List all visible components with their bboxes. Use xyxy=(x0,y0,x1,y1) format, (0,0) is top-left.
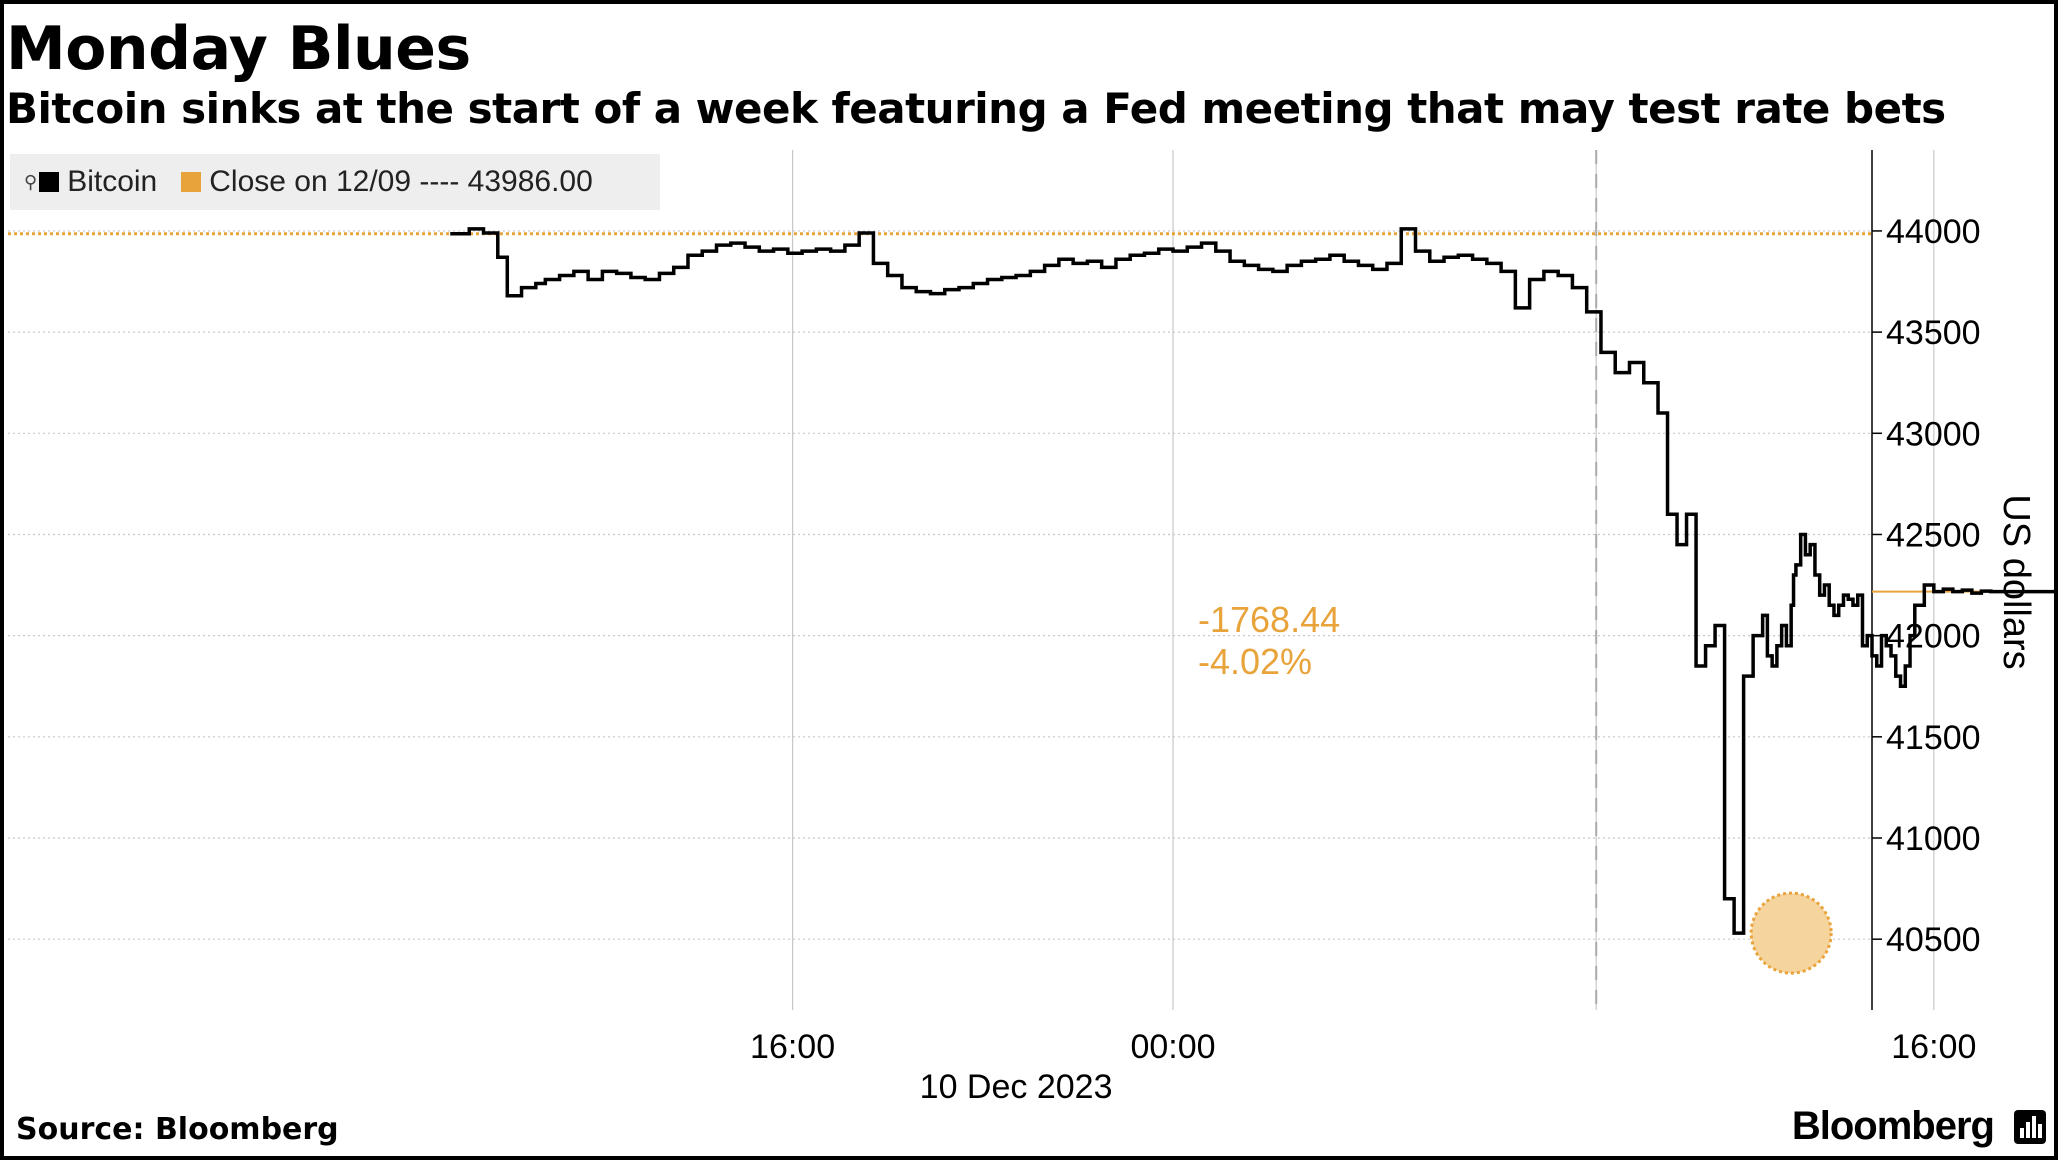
page-title: Monday Blues xyxy=(6,14,471,84)
y-tick-label: 43500 xyxy=(1886,314,1981,352)
page-subtitle: Bitcoin sinks at the start of a week fea… xyxy=(6,84,1946,133)
x-tick-label: 00:00 xyxy=(1130,1028,1215,1066)
legend: ⚲ Bitcoin Close on 12/09 ---- 43986.00 xyxy=(10,154,660,210)
y-tick-label: 42500 xyxy=(1886,516,1981,554)
bitcoin-series-line xyxy=(450,227,2058,935)
legend-close-label[interactable]: Close on 12/09 ---- 43986.00 xyxy=(209,165,593,198)
bloomberg-chart-icon xyxy=(2014,1110,2046,1144)
y-tick-label: 41000 xyxy=(1886,820,1981,858)
y-tick-label: 42000 xyxy=(1886,618,1981,656)
x-tick-label: 16:00 xyxy=(750,1028,835,1066)
y-tick-label: 44000 xyxy=(1886,213,1981,251)
pin-icon[interactable]: ⚲ xyxy=(24,171,38,192)
close-swatch xyxy=(181,172,202,192)
pct-annotation: -4.02% xyxy=(1198,641,1312,682)
y-tick-label: 40500 xyxy=(1886,921,1981,959)
bloomberg-logo: Bloomberg xyxy=(1791,1104,1995,1148)
y-tick-label: 43000 xyxy=(1886,415,1981,453)
low-point-highlight xyxy=(1749,891,1833,975)
x-tick-label: 16:00 xyxy=(1891,1028,1976,1066)
change-annotation: -1768.44 xyxy=(1198,599,1340,640)
y-tick-label: 41500 xyxy=(1886,719,1981,757)
x-date-label: 10 Dec 2023 xyxy=(920,1068,1113,1106)
source-note: Source: Bloomberg xyxy=(16,1112,339,1147)
legend-series-label[interactable]: Bitcoin xyxy=(67,165,158,198)
bitcoin-swatch xyxy=(39,172,60,192)
y-axis-label: US dollars xyxy=(1995,494,2037,669)
